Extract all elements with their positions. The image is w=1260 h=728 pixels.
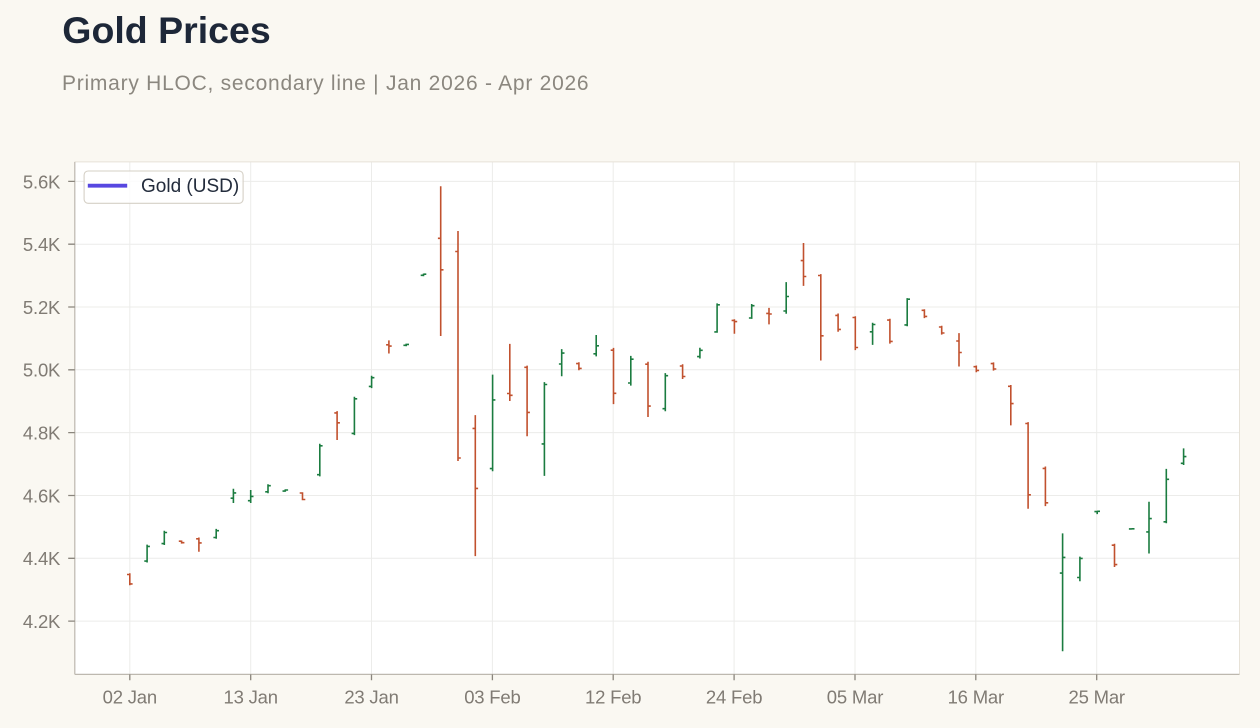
svg-text:4.4K: 4.4K	[23, 548, 61, 569]
svg-text:05 Mar: 05 Mar	[827, 687, 883, 708]
svg-text:25 Mar: 25 Mar	[1069, 687, 1125, 708]
svg-text:5.0K: 5.0K	[23, 360, 61, 381]
svg-text:5.6K: 5.6K	[23, 171, 61, 192]
svg-text:12 Feb: 12 Feb	[585, 687, 641, 708]
svg-text:03 Feb: 03 Feb	[464, 687, 520, 708]
svg-text:24 Feb: 24 Feb	[706, 687, 762, 708]
svg-text:4.8K: 4.8K	[23, 423, 61, 444]
svg-text:5.4K: 5.4K	[23, 234, 61, 255]
svg-text:5.2K: 5.2K	[23, 297, 61, 318]
svg-text:23 Jan: 23 Jan	[344, 687, 398, 708]
svg-text:4.6K: 4.6K	[23, 485, 61, 506]
svg-text:02 Jan: 02 Jan	[103, 687, 157, 708]
svg-text:Gold (USD): Gold (USD)	[141, 176, 239, 197]
svg-text:16 Mar: 16 Mar	[948, 687, 1004, 708]
svg-text:13 Jan: 13 Jan	[224, 687, 278, 708]
svg-text:4.2K: 4.2K	[23, 611, 61, 632]
